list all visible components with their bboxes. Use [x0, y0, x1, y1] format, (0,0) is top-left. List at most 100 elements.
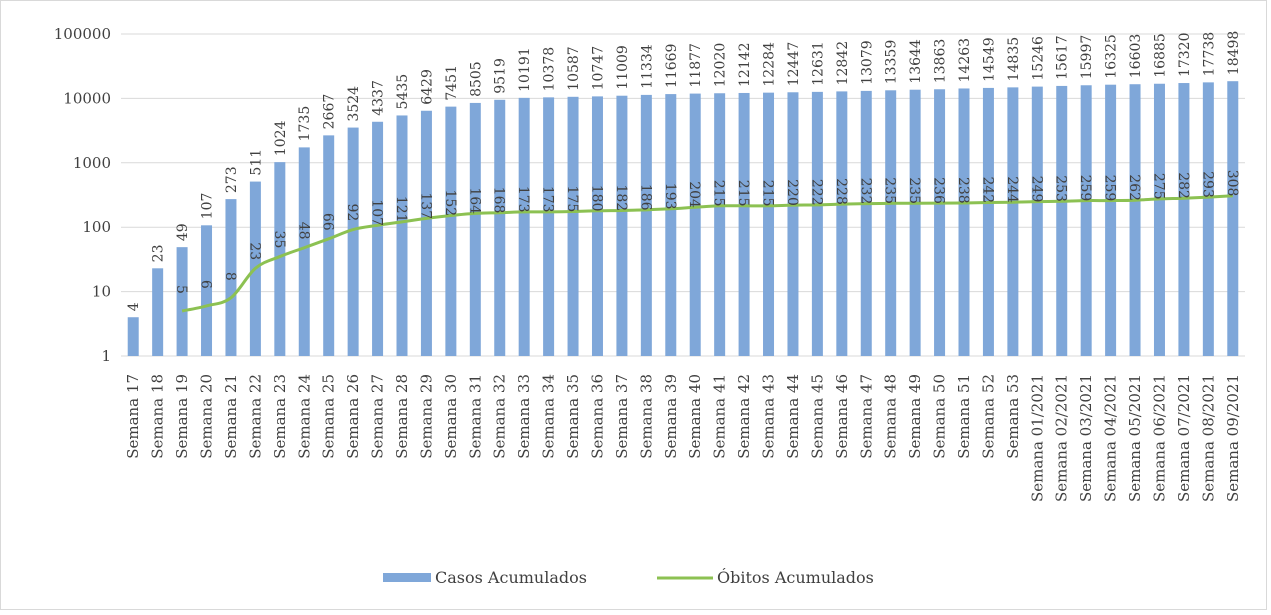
- x-tick-label: Semana 35: [564, 374, 582, 459]
- bar-value-label: 16325: [1104, 34, 1120, 79]
- x-tick-label: Semana 21: [222, 374, 240, 459]
- bar-value-label: 10378: [542, 47, 558, 92]
- bar-value-label: 12020: [713, 43, 729, 88]
- line-value-label: 228: [833, 178, 849, 205]
- bar-casos: [274, 162, 286, 356]
- bar-casos: [518, 97, 530, 356]
- bar-casos: [1031, 86, 1043, 356]
- gridlines: [121, 33, 1245, 357]
- bar-casos: [494, 99, 506, 356]
- x-tick-label: Semana 28: [393, 374, 411, 459]
- y-axis-ticks: 1 10 100 1000 10000 100000: [54, 25, 111, 365]
- line-value-label: 275: [1150, 173, 1166, 200]
- bar-casos: [1153, 83, 1165, 356]
- bar-casos: [616, 95, 628, 357]
- line-value-label: 35: [271, 231, 287, 249]
- line-value-label: 186: [637, 184, 653, 211]
- bar-casos: [396, 115, 408, 356]
- y-tick-label: 10: [92, 283, 111, 301]
- line-value-label: 173: [540, 186, 556, 213]
- bar-casos: [836, 91, 848, 356]
- line-value-label: 173: [515, 186, 531, 213]
- bars-casos: [127, 81, 1239, 357]
- line-value-label: 121: [393, 196, 409, 223]
- bar-value-label: 10587: [566, 46, 582, 91]
- bar-value-label: 15997: [1079, 35, 1095, 80]
- bar-casos: [909, 89, 921, 357]
- x-tick-label: Semana 02/2021: [1053, 374, 1071, 502]
- line-value-label: 259: [1102, 175, 1118, 202]
- bar-casos: [372, 121, 384, 356]
- line-value-label: 253: [1053, 175, 1069, 202]
- bar-casos: [982, 87, 994, 356]
- bar-casos: [1129, 84, 1141, 357]
- bar-value-label: 17738: [1201, 32, 1217, 77]
- line-value-label: 308: [1224, 170, 1240, 197]
- line-value-label: 107: [369, 199, 385, 226]
- line-value-label: 137: [417, 192, 433, 219]
- x-tick-label: Semana 09/2021: [1224, 374, 1242, 502]
- y-tick-label: 100000: [54, 25, 111, 43]
- bar-value-label: 18498: [1226, 31, 1242, 76]
- bar-casos: [201, 225, 213, 356]
- x-tick-label: Semana 19: [173, 374, 191, 459]
- bar-casos: [1105, 84, 1117, 356]
- bar-casos: [127, 317, 139, 356]
- line-value-label: 182: [613, 184, 629, 211]
- bar-casos: [787, 92, 799, 356]
- x-tick-label: Semana 05/2021: [1126, 374, 1144, 502]
- bar-casos: [1007, 87, 1019, 356]
- bar-casos: [763, 92, 775, 356]
- x-tick-label: Semana 27: [369, 374, 387, 459]
- bar-casos: [665, 94, 677, 356]
- x-tick-label: Semana 04/2021: [1102, 374, 1120, 502]
- x-tick-label: Semana 32: [491, 374, 509, 459]
- x-tick-label: Semana 06/2021: [1150, 374, 1168, 502]
- line-value-label: 238: [955, 177, 971, 204]
- bar-value-label: 5435: [395, 74, 411, 110]
- bar-casos: [469, 102, 481, 356]
- bar-casos: [225, 199, 237, 356]
- line-value-label: 236: [931, 177, 947, 204]
- bar-casos: [885, 90, 897, 356]
- y-tick-label: 100: [82, 218, 111, 236]
- x-tick-label: Semana 46: [833, 374, 851, 459]
- line-value-label: 220: [784, 179, 800, 206]
- bar-value-label: 49: [175, 223, 191, 241]
- line-value-label: 204: [686, 181, 702, 208]
- bar-value-label: 13644: [908, 39, 924, 84]
- line-value-label: 5: [173, 285, 189, 294]
- line-obitos-path: [181, 194, 1233, 313]
- line-value-label: 232: [857, 178, 873, 205]
- bar-value-label: 16603: [1128, 34, 1144, 79]
- bar-value-label: 17320: [1177, 32, 1193, 77]
- x-tick-label: Semana 33: [515, 374, 533, 459]
- bar-value-label: 273: [224, 166, 240, 193]
- x-tick-label: Semana 43: [760, 374, 778, 459]
- line-value-label: 8: [222, 272, 238, 281]
- line-value-label: 262: [1126, 174, 1142, 201]
- line-value-label: 215: [711, 180, 727, 207]
- line-value-label: 293: [1199, 171, 1215, 198]
- legend-swatch-casos: [383, 573, 431, 582]
- line-value-label: 222: [808, 179, 824, 206]
- bar-value-label: 15246: [1030, 36, 1046, 81]
- x-axis-ticks: Semana 17 Semana 18 Semana 19 Semana 20 Sema…: [124, 374, 1242, 502]
- bar-casos: [738, 92, 750, 356]
- line-data-labels: 568 23 35 48 66 92 107 121 137 152 164 168 173 173 175…: [173, 170, 1240, 294]
- bar-value-label: 3524: [346, 86, 362, 122]
- bar-value-label: 12631: [810, 41, 826, 86]
- bar-value-label: 14263: [957, 38, 973, 83]
- bar-value-label: 4337: [371, 80, 387, 116]
- line-value-label: 48: [295, 222, 311, 240]
- line-value-label: 152: [442, 189, 458, 216]
- bar-casos: [152, 268, 164, 356]
- x-tick-label: Semana 03/2021: [1077, 374, 1095, 502]
- bar-casos: [714, 93, 726, 356]
- bar-value-label: 13863: [933, 39, 949, 84]
- bar-value-label: 15617: [1055, 35, 1071, 80]
- y-tick-label: 1000: [73, 154, 111, 172]
- bar-value-label: 12842: [835, 41, 851, 86]
- bar-value-label: 8505: [468, 61, 484, 97]
